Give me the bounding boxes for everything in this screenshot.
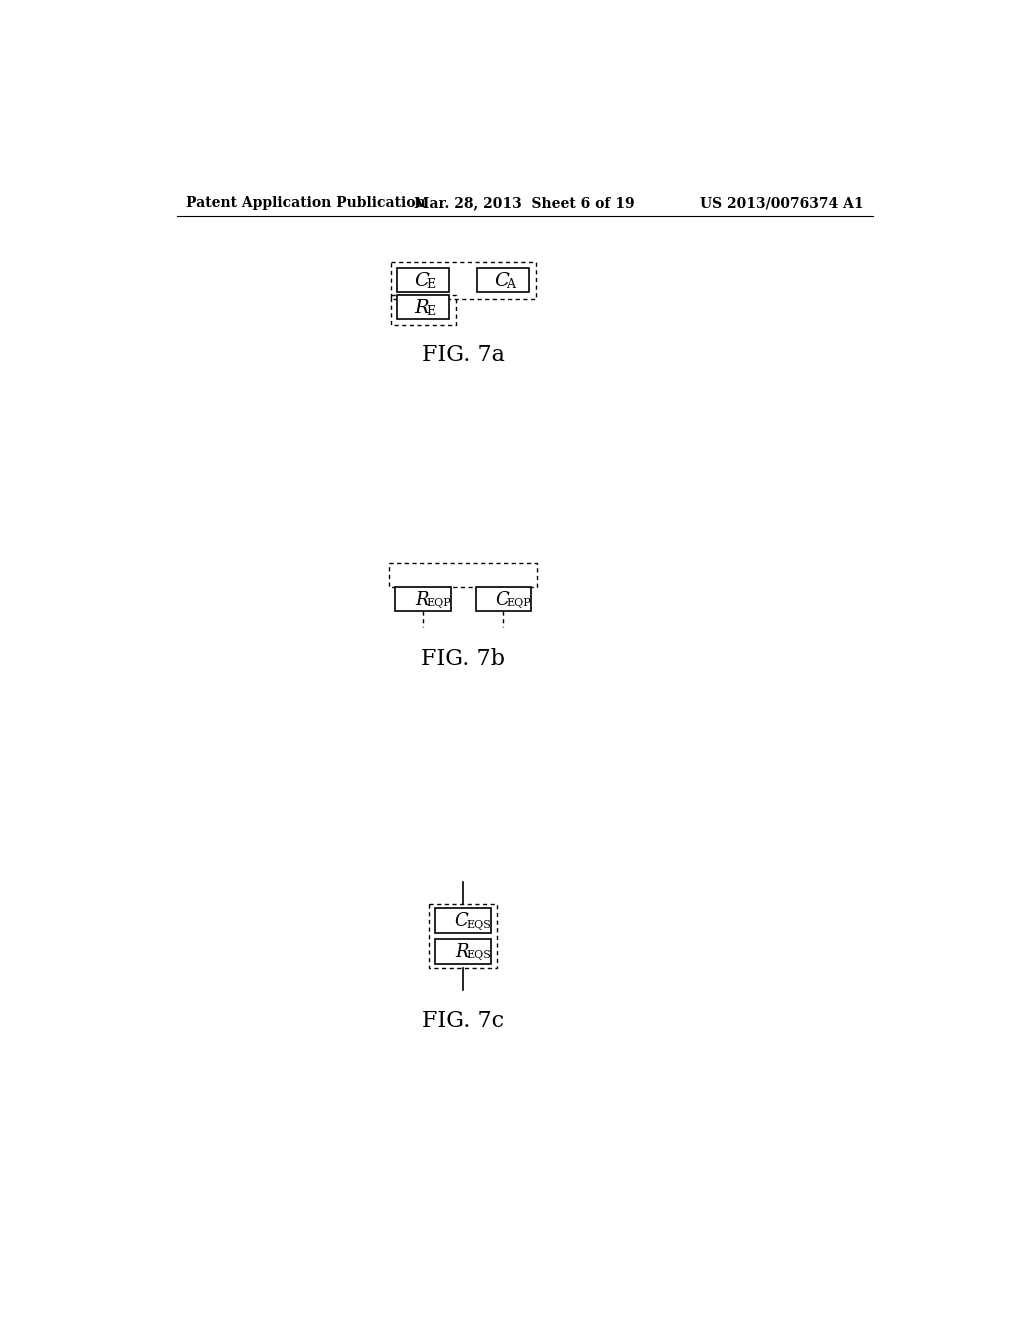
Text: EQS: EQS [466, 920, 490, 929]
Bar [475, 586, 531, 611]
Bar [435, 940, 490, 964]
Text: EQP: EQP [506, 598, 530, 607]
Text: FIG. 7c: FIG. 7c [422, 1010, 504, 1032]
Bar [397, 268, 450, 293]
Text: A: A [506, 277, 515, 290]
Text: C: C [495, 272, 509, 290]
Bar [429, 904, 497, 969]
Text: EQP: EQP [426, 598, 451, 607]
Text: US 2013/0076374 A1: US 2013/0076374 A1 [700, 197, 863, 210]
Bar [391, 261, 536, 298]
Text: C: C [495, 590, 509, 609]
Text: Patent Application Publication: Patent Application Publication [186, 197, 426, 210]
Text: Mar. 28, 2013  Sheet 6 of 19: Mar. 28, 2013 Sheet 6 of 19 [415, 197, 635, 210]
Bar [395, 586, 451, 611]
Text: R: R [415, 298, 429, 317]
Bar [397, 294, 450, 319]
Bar [477, 268, 529, 293]
Text: C: C [455, 912, 469, 931]
Text: E: E [426, 305, 435, 318]
Bar [389, 564, 538, 586]
Text: R: R [455, 944, 468, 961]
Text: E: E [426, 277, 435, 290]
Text: FIG. 7a: FIG. 7a [422, 343, 505, 366]
Text: C: C [414, 272, 429, 290]
Bar [391, 294, 456, 326]
Text: R: R [415, 590, 428, 609]
Text: FIG. 7b: FIG. 7b [421, 648, 505, 671]
Text: EQS: EQS [466, 950, 490, 961]
Bar [435, 908, 490, 933]
